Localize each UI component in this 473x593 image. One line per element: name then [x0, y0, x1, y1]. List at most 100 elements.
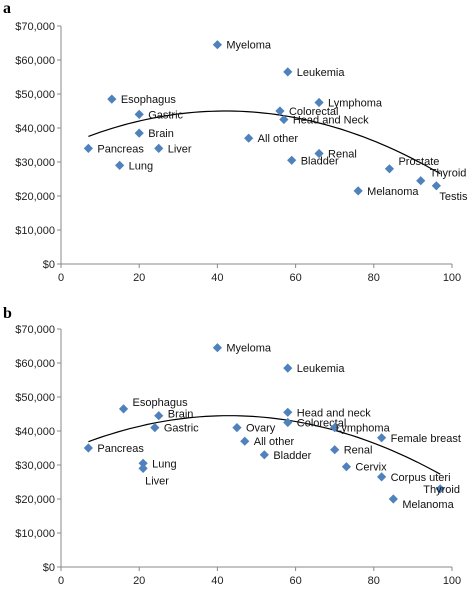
y-tick-label: $10,000	[15, 528, 55, 540]
y-tick-label: $10,000	[15, 225, 55, 237]
point-label-colorectal: Colorectal	[289, 106, 339, 118]
point-label-cervix: Cervix	[355, 462, 387, 474]
point-label-myeloma: Myeloma	[226, 40, 272, 52]
x-tick-label: 20	[133, 272, 145, 284]
x-tick-label: 60	[289, 575, 301, 587]
data-point-lymphoma	[314, 97, 324, 108]
point-label-leukemia: Leukemia	[297, 363, 346, 375]
point-label-testis: Testis	[439, 191, 468, 203]
point-label-pancreas: Pancreas	[97, 443, 144, 455]
x-tick-label: 20	[133, 575, 145, 587]
point-label-pancreas: Pancreas	[97, 143, 144, 155]
panel-label-b: b	[3, 305, 12, 322]
data-point-colorectal	[275, 106, 285, 116]
point-label-head-and-neck: Head and Neck	[293, 115, 369, 127]
point-label-renal: Renal	[328, 149, 357, 161]
data-point-esophagus	[118, 404, 129, 414]
data-point-renal	[330, 445, 340, 455]
data-point-head-and-neck	[279, 114, 289, 125]
point-label-liver: Liver	[145, 475, 169, 487]
point-label-melanoma: Melanoma	[367, 186, 419, 198]
y-tick-label: $50,000	[15, 89, 55, 101]
data-point-renal	[314, 148, 324, 159]
point-label-renal: Renal	[344, 445, 373, 457]
data-point-pancreas	[83, 443, 93, 453]
data-point-liver	[138, 463, 148, 473]
x-tick-label: 80	[368, 272, 380, 284]
point-label-lymphoma: Lymphoma	[336, 423, 391, 435]
point-label-thyroid: Thyroid	[423, 484, 460, 496]
data-point-melanoma	[388, 494, 398, 504]
y-tick-label: $30,000	[15, 460, 55, 472]
x-tick-label: 100	[443, 272, 461, 284]
y-tick-label: $0	[43, 562, 55, 574]
y-tick-label: $70,000	[15, 21, 55, 33]
data-point-leukemia	[283, 363, 293, 373]
x-tick-label: 40	[211, 575, 223, 587]
x-tick-label: 0	[58, 575, 64, 587]
y-tick-label: $40,000	[15, 123, 55, 135]
data-point-pancreas	[83, 143, 93, 153]
data-point-prostate	[384, 164, 395, 174]
data-point-all-other	[244, 133, 254, 143]
data-point-thyroid	[416, 176, 426, 186]
data-point-ovary	[232, 423, 242, 433]
point-label-liver: Liver	[168, 143, 192, 155]
point-label-bladder: Bladder	[301, 155, 339, 167]
point-label-ovary: Ovary	[246, 423, 276, 435]
data-point-melanoma	[353, 186, 363, 196]
x-tick-label: 40	[211, 272, 223, 284]
data-point-all-other	[240, 436, 250, 446]
data-point-gastric	[134, 109, 144, 119]
point-label-lymphoma: Lymphoma	[328, 98, 383, 110]
data-point-leukemia	[283, 67, 293, 77]
x-tick-label: 80	[368, 575, 380, 587]
x-tick-label: 100	[443, 575, 461, 587]
data-point-corpus-uteri	[377, 472, 387, 482]
point-label-prostate: Prostate	[398, 156, 439, 168]
data-point-myeloma	[212, 343, 222, 353]
x-tick-label: 0	[58, 272, 64, 284]
point-label-brain: Brain	[148, 128, 174, 140]
data-point-esophagus	[107, 94, 117, 104]
data-point-myeloma	[212, 40, 222, 50]
y-tick-label: $0	[43, 259, 55, 271]
y-tick-label: $40,000	[15, 426, 55, 438]
panel-label-a: a	[3, 0, 11, 17]
point-label-all-other: All other	[258, 133, 299, 145]
point-label-gastric: Gastric	[148, 109, 183, 121]
y-tick-label: $20,000	[15, 191, 55, 203]
point-label-all-other: All other	[254, 436, 295, 448]
data-point-lung	[115, 160, 125, 170]
data-point-gastric	[150, 423, 160, 433]
data-point-head-and-neck	[283, 407, 293, 417]
data-point-brain	[134, 128, 144, 138]
x-tick-label: 60	[289, 272, 301, 284]
data-point-bladder	[259, 450, 269, 460]
y-tick-label: $60,000	[15, 55, 55, 67]
point-label-gastric: Gastric	[164, 423, 199, 435]
point-label-brain: Brain	[168, 409, 194, 421]
data-point-colorectal	[283, 417, 293, 428]
y-tick-label: $50,000	[15, 392, 55, 404]
data-point-brain	[154, 411, 164, 421]
y-tick-label: $30,000	[15, 157, 55, 169]
chart-panel-b: b $0 $10,000 $20,000 $30,000 $40,000 $50,000 $…	[3, 305, 461, 587]
point-label-melanoma: Melanoma	[402, 499, 454, 511]
point-label-thyroid: Thyroid	[430, 168, 467, 180]
data-point-testis	[431, 181, 441, 191]
y-tick-label: $70,000	[15, 324, 55, 336]
data-point-female-breast	[377, 433, 387, 443]
data-point-lymphoma	[330, 423, 340, 433]
point-label-lung: Lung	[152, 458, 176, 470]
chart-panel-a: a $0 $10,000 $20,000 $30,000 $40,000 $50,000 $…	[3, 0, 468, 284]
y-tick-label: $60,000	[15, 358, 55, 370]
point-label-esophagus: Esophagus	[133, 397, 189, 409]
point-label-female-breast: Female breast	[391, 433, 461, 445]
point-label-esophagus: Esophagus	[121, 94, 177, 106]
point-label-lung: Lung	[129, 160, 153, 172]
trend-line	[88, 415, 441, 475]
data-point-thyroid	[435, 484, 445, 494]
point-label-bladder: Bladder	[273, 450, 311, 462]
